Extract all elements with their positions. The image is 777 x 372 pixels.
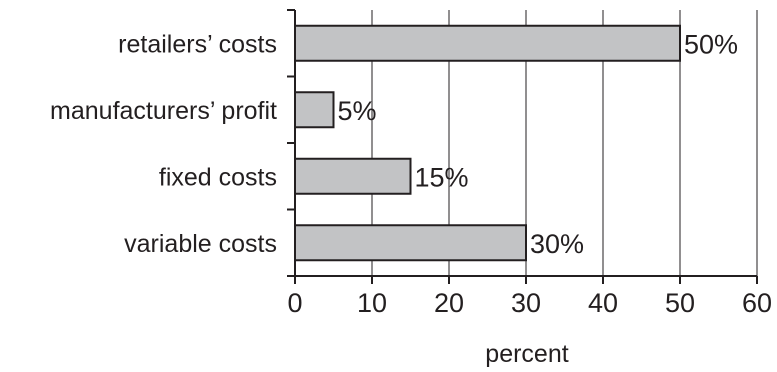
x-tick-label: 10 bbox=[357, 288, 387, 318]
x-tick-label: 30 bbox=[511, 288, 541, 318]
data-label: 50% bbox=[684, 29, 738, 59]
bar bbox=[294, 91, 335, 129]
category-label: variable costs bbox=[124, 230, 277, 258]
bars bbox=[294, 24, 681, 262]
data-label: 15% bbox=[415, 162, 469, 192]
category-label: retailers’ costs bbox=[118, 30, 277, 58]
category-label: fixed costs bbox=[159, 163, 277, 191]
labels: 50% retailers’ costs 5% manufacturers’ prof… bbox=[50, 29, 772, 318]
data-label: 30% bbox=[530, 229, 584, 259]
axes bbox=[287, 9, 758, 284]
x-tick-label: 40 bbox=[588, 288, 618, 318]
x-tick-label: 50 bbox=[665, 288, 695, 318]
data-label: 5% bbox=[338, 96, 377, 126]
bar bbox=[294, 224, 527, 262]
x-tick-label: 60 bbox=[742, 288, 772, 318]
x-axis-title: percent bbox=[485, 340, 568, 368]
x-tick-label: 20 bbox=[434, 288, 464, 318]
bar bbox=[294, 157, 412, 195]
bar bbox=[294, 24, 681, 62]
x-tick-label: 0 bbox=[287, 288, 302, 318]
category-label: manufacturers’ profit bbox=[50, 97, 277, 125]
